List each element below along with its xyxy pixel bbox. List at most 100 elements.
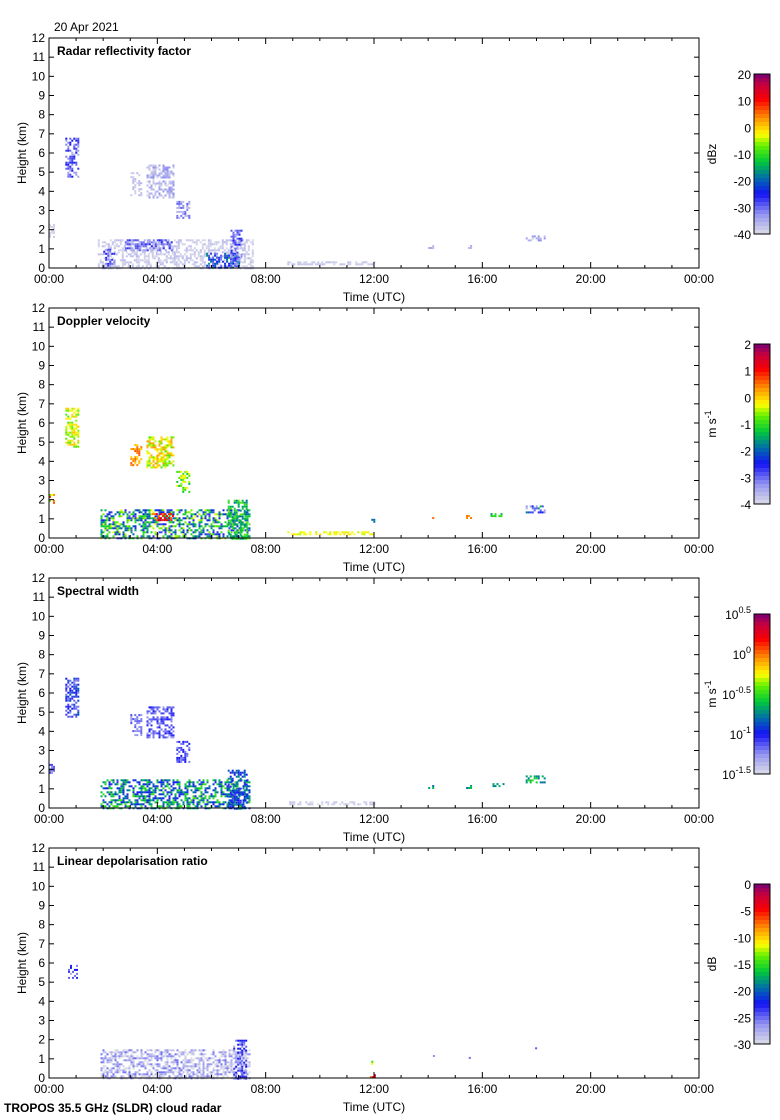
data-pixel (192, 525, 195, 528)
data-pixel (248, 1063, 251, 1066)
data-pixel (237, 1059, 240, 1062)
data-pixel (102, 513, 105, 516)
data-pixel (241, 535, 244, 538)
data-pixel (218, 527, 221, 530)
data-pixel (159, 513, 162, 516)
data-pixel (152, 1055, 155, 1058)
data-pixel (186, 791, 189, 794)
data-pixel (237, 537, 240, 540)
data-pixel (207, 251, 210, 254)
data-pixel (202, 793, 205, 796)
data-pixel (121, 263, 124, 266)
data-pixel (148, 1059, 151, 1062)
y-tick-label: 8 (38, 648, 45, 662)
data-pixel (230, 251, 233, 254)
data-pixel (287, 261, 290, 264)
y-tick-label: 9 (38, 89, 45, 103)
data-pixel (170, 509, 173, 512)
data-pixel (114, 1063, 117, 1066)
data-pixel (175, 263, 178, 266)
data-pixel (126, 513, 129, 516)
data-pixel (164, 464, 167, 467)
data-pixel (139, 253, 142, 256)
data-pixel (144, 787, 147, 790)
data-pixel (138, 726, 141, 729)
data-pixel (116, 1049, 119, 1052)
data-pixel (543, 777, 546, 780)
data-pixel (176, 779, 179, 782)
data-pixel (248, 797, 251, 800)
data-pixel (178, 1067, 181, 1070)
data-pixel (151, 257, 154, 260)
data-pixel (178, 1069, 181, 1072)
data-pixel (69, 143, 72, 146)
data-pixel (218, 533, 221, 536)
data-pixel (170, 803, 173, 806)
data-pixel (170, 535, 173, 538)
data-pixel (157, 517, 160, 520)
data-pixel (164, 789, 167, 792)
data-pixel (239, 803, 242, 806)
data-pixel (371, 803, 374, 806)
data-pixel (65, 683, 68, 686)
data-pixel (120, 803, 123, 806)
data-pixel (170, 1061, 173, 1064)
data-pixel (189, 255, 192, 258)
data-pixel (178, 793, 181, 796)
data-pixel (184, 486, 187, 489)
data-pixel (299, 801, 302, 804)
data-pixel (174, 801, 177, 804)
data-pixel (128, 789, 131, 792)
data-pixel (218, 1069, 221, 1072)
data-pixel (126, 797, 129, 800)
data-pixel (220, 789, 223, 792)
data-pixel (160, 734, 163, 737)
data-pixel (75, 679, 78, 682)
data-pixel (166, 176, 169, 179)
data-pixel (164, 1061, 167, 1064)
data-pixel (144, 527, 147, 530)
colorbar-segment (754, 472, 770, 477)
data-pixel (77, 149, 80, 152)
y-tick-label: 1 (38, 1052, 45, 1066)
plot-frame (48, 307, 700, 539)
data-pixel (154, 1049, 157, 1052)
data-pixel (158, 243, 161, 246)
data-pixel (123, 259, 126, 262)
data-pixel (335, 261, 338, 264)
data-pixel (118, 531, 121, 534)
data-pixel (51, 225, 53, 228)
data-pixel (138, 190, 141, 193)
data-pixel (108, 785, 111, 788)
data-pixel (152, 166, 155, 169)
data-pixel (107, 243, 110, 246)
colorbar-tick-label: -20 (734, 175, 752, 189)
data-pixel (174, 1069, 177, 1072)
data-pixel (162, 239, 165, 242)
data-pixel (157, 259, 160, 262)
data-pixel (239, 523, 242, 526)
data-pixel (75, 409, 78, 412)
data-pixel (130, 464, 133, 467)
data-pixel (162, 529, 165, 532)
data-pixel (170, 793, 173, 796)
data-pixel (233, 517, 236, 520)
data-pixel (226, 513, 229, 516)
data-pixel (235, 781, 238, 784)
data-pixel (114, 1071, 117, 1074)
data-pixel (103, 241, 106, 244)
data-pixel (181, 255, 184, 258)
data-pixel (132, 188, 135, 191)
data-pixel (116, 1065, 119, 1068)
data-pixel (249, 265, 252, 268)
data-pixel (196, 529, 199, 532)
data-pixel (212, 256, 215, 259)
data-pixel (177, 265, 180, 268)
data-pixel (317, 263, 320, 266)
data-pixel (180, 200, 183, 203)
data-pixel (69, 423, 72, 426)
data-pixel (146, 527, 149, 530)
data-pixel (132, 718, 135, 721)
data-pixel (178, 210, 181, 213)
data-pixel (147, 263, 150, 266)
